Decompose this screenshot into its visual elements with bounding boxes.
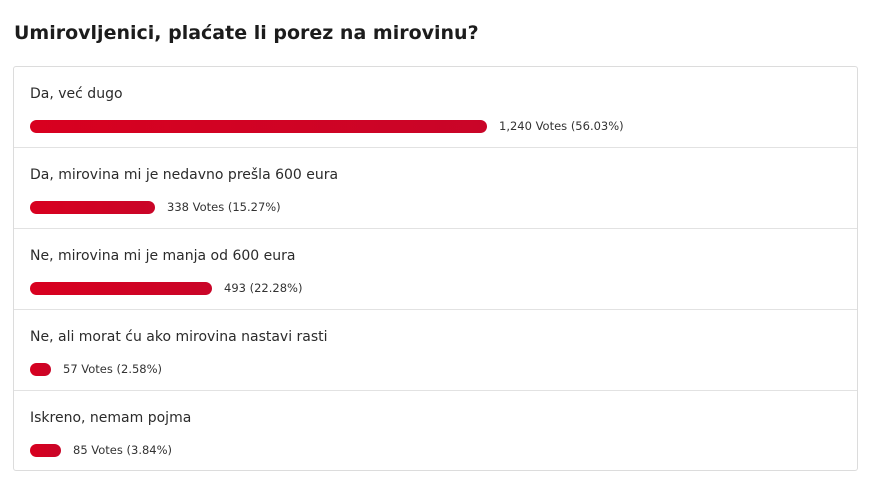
vote-count: 338 Votes (15.27%) xyxy=(167,200,281,214)
vote-bar xyxy=(30,443,61,457)
vote-count: 85 Votes (3.84%) xyxy=(73,443,173,457)
poll-title: Umirovljenici, plaćate li porez na mirov… xyxy=(14,22,479,44)
option-label: Da, već dugo xyxy=(30,86,123,102)
vote-count: 1,240 Votes (56.03%) xyxy=(499,119,624,133)
vote-bar xyxy=(30,119,487,133)
vote-bar xyxy=(30,200,155,214)
result-row: 493 (22.28%) xyxy=(30,281,302,295)
vote-count: 493 (22.28%) xyxy=(224,281,303,295)
poll-option: Iskreno, nemam pojma 85 Votes (3.84%) xyxy=(14,391,857,472)
poll-results-box: Da, već dugo 1,240 Votes (56.03%) Da, mi… xyxy=(13,66,858,471)
poll-option: Ne, ali morat ću ako mirovina nastavi ra… xyxy=(14,310,857,391)
option-label: Ne, ali morat ću ako mirovina nastavi ra… xyxy=(30,329,328,345)
option-label: Iskreno, nemam pojma xyxy=(30,410,192,426)
vote-bar xyxy=(30,281,212,295)
result-row: 1,240 Votes (56.03%) xyxy=(30,119,624,133)
poll-option: Da, već dugo 1,240 Votes (56.03%) xyxy=(14,67,857,148)
result-row: 338 Votes (15.27%) xyxy=(30,200,281,214)
vote-bar xyxy=(30,362,51,376)
option-label: Ne, mirovina mi je manja od 600 eura xyxy=(30,248,296,264)
poll-option: Ne, mirovina mi je manja od 600 eura 493… xyxy=(14,229,857,310)
option-label: Da, mirovina mi je nedavno prešla 600 eu… xyxy=(30,167,339,183)
result-row: 57 Votes (2.58%) xyxy=(30,362,162,376)
result-row: 85 Votes (3.84%) xyxy=(30,443,172,457)
poll-option: Da, mirovina mi je nedavno prešla 600 eu… xyxy=(14,148,857,229)
vote-count: 57 Votes (2.58%) xyxy=(63,362,163,376)
